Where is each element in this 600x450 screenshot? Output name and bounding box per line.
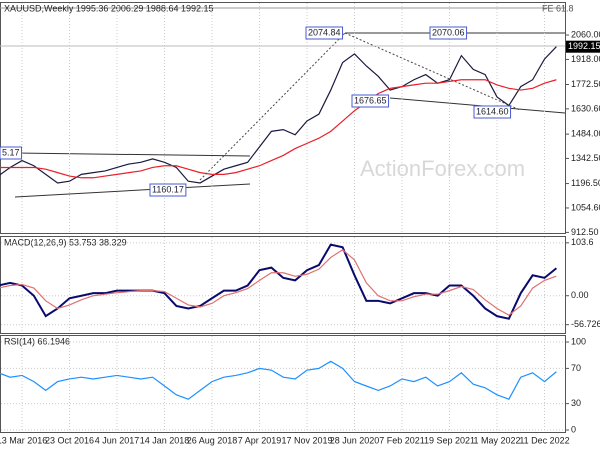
annotation: 1160.17 (152, 184, 184, 194)
x-tick-label: 7 Feb 2021 (379, 435, 425, 445)
x-tick-label: 4 Jun 2017 (95, 435, 140, 445)
series-line (0, 46, 557, 184)
series-line (0, 360, 557, 400)
y-tick-label: 1484.00 (571, 128, 600, 138)
macd-title: MACD(12,26,9) 53.753 38.329 (4, 237, 127, 247)
annotation: 1676.65 (354, 95, 387, 105)
x-tick-label: 19 Sep 2021 (424, 435, 475, 445)
annotation: 2074.84 (308, 27, 341, 37)
y-tick-label: 1918.00 (571, 54, 600, 64)
x-tick-label: 26 Aug 2018 (187, 435, 238, 445)
y-tick-label: 912.50 (571, 227, 599, 237)
y-tick-label: 0 (571, 424, 576, 434)
y-tick-label: 30 (571, 398, 581, 408)
y-tick-label: 100 (571, 336, 586, 346)
price-panel (0, 2, 566, 234)
x-tick-label: 28 Jun 2020 (330, 435, 380, 445)
last-price-label: 1992.15 (568, 41, 600, 51)
annotation: 5.17 (2, 147, 20, 157)
watermark: ActionForex.com (360, 156, 525, 181)
annotation: FE 61.8 (542, 3, 574, 13)
series-line (0, 79, 557, 179)
y-tick-label: 103.6 (571, 237, 594, 247)
annotation-box (429, 26, 468, 40)
x-tick-label: 7 Apr 2019 (238, 435, 282, 445)
y-tick-label: 1772.50 (571, 79, 600, 89)
x-tick-label: 17 Nov 2019 (281, 435, 332, 445)
annotation: 2070.06 (432, 27, 465, 37)
last-price-box (566, 40, 600, 53)
x-tick-label: 14 Jan 2018 (140, 435, 190, 445)
x-tick-label: 11 Dec 2022 (519, 435, 569, 445)
annotation: 1614.60 (476, 106, 509, 116)
x-tick-label: 13 Mar 2016 (0, 435, 47, 445)
x-tick-label: 23 Oct 2016 (45, 435, 94, 445)
trend-line (199, 32, 346, 181)
y-tick-label: 1196.50 (571, 178, 600, 188)
chart-title: XAUUSD,Weekly 1995.36 2006.29 1988.64 19… (4, 3, 213, 13)
rsi-panel (0, 335, 566, 433)
x-tick-label: 1 May 2022 (473, 435, 520, 445)
series-line (0, 249, 557, 316)
annotation-box (0, 146, 23, 160)
annotation-box (305, 26, 344, 40)
y-tick-label: 0.00 (571, 290, 589, 300)
y-tick-label: 1054.60 (571, 202, 600, 212)
channel-bottom (14, 183, 251, 198)
channel-top (14, 152, 251, 157)
annotation-box (351, 94, 390, 108)
annotation-box (473, 105, 512, 119)
y-tick-label: 70 (571, 363, 581, 373)
y-tick-label: -56.726 (571, 319, 600, 329)
annotation-box (149, 183, 187, 197)
rsi-title: RSI(14) 66.1946 (4, 336, 70, 346)
y-tick-label: 2060.00 (571, 29, 600, 39)
y-tick-label: 1630.60 (571, 103, 600, 113)
y-tick-label: 1342.50 (571, 153, 600, 163)
